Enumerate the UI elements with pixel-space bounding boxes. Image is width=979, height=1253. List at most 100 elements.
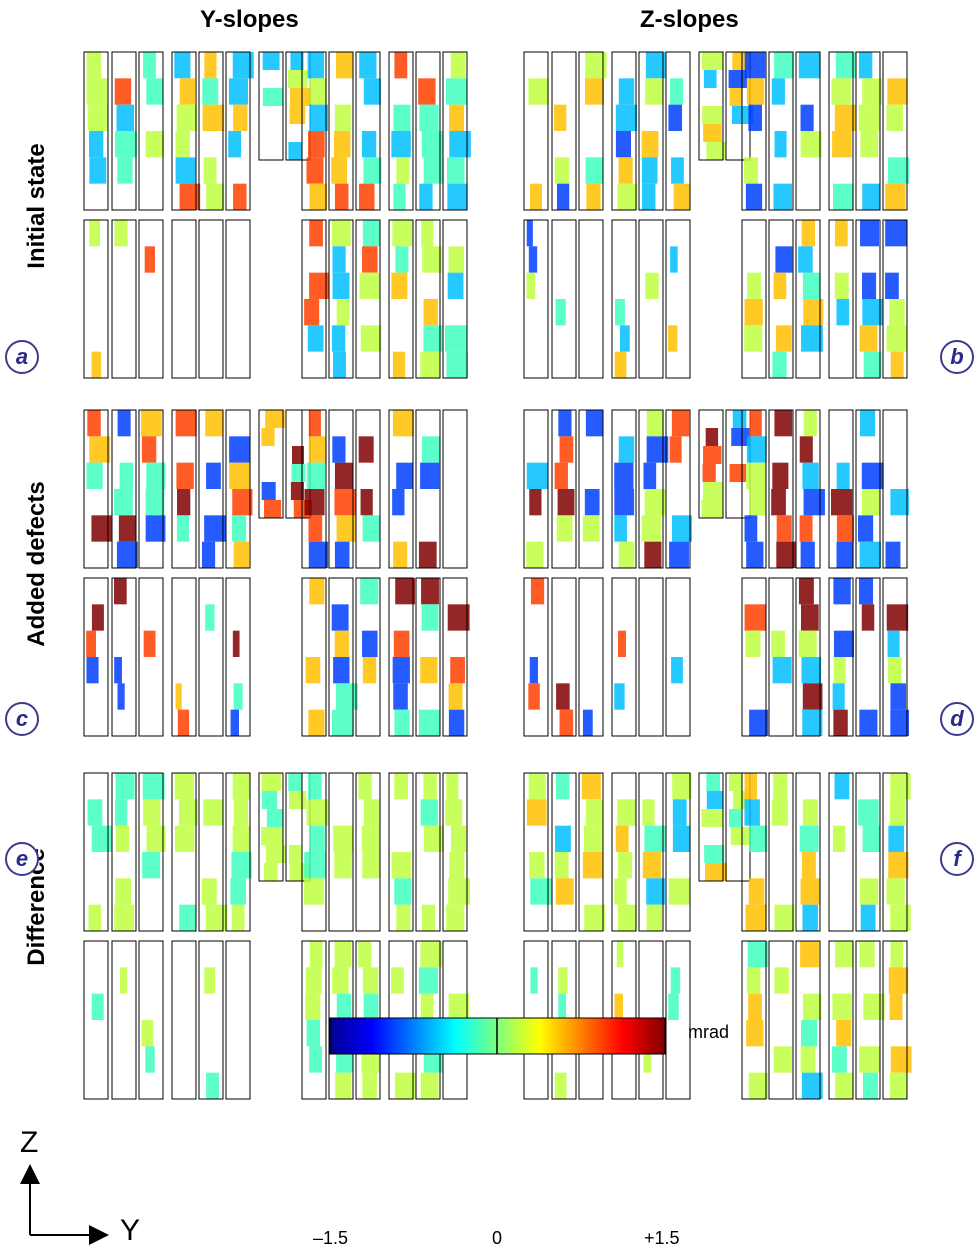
slope-patch (393, 541, 408, 568)
slope-patch (860, 131, 879, 158)
slope-patch (616, 941, 624, 968)
slope-patch (801, 852, 816, 879)
slope-patch (86, 78, 108, 105)
slope-patch (890, 904, 911, 931)
slope-patch (423, 299, 438, 326)
slope-patch (421, 578, 439, 605)
slope-patch (746, 541, 764, 568)
detector-strip (111, 219, 137, 379)
slope-patch (644, 489, 666, 516)
slope-patch (885, 183, 906, 210)
slope-patch (748, 1072, 768, 1099)
slope-patch (262, 52, 280, 70)
detector-strip (138, 772, 164, 932)
slope-patch (391, 272, 408, 299)
slope-patch (447, 157, 465, 184)
slope-patch (833, 657, 846, 684)
slope-patch (448, 878, 471, 905)
slope-patch (832, 131, 852, 158)
detector-strip (225, 772, 251, 932)
slope-patch (87, 104, 108, 131)
slope-patch (206, 183, 225, 210)
slope-patch (771, 799, 788, 826)
slope-patch (744, 604, 767, 631)
detector-strip (855, 219, 881, 379)
detector-strip (828, 940, 854, 1100)
slope-patch (672, 825, 691, 852)
slope-patch (672, 773, 692, 800)
slope-patch (332, 246, 346, 273)
slope-patch (395, 246, 409, 273)
slope-patch (307, 325, 324, 352)
slope-patch (748, 878, 765, 905)
colorbar-max-label: +1.5 (644, 1228, 680, 1248)
slope-patch (206, 1072, 219, 1099)
slope-patch (614, 515, 627, 542)
detector-strip (523, 51, 549, 211)
slope-patch (304, 878, 324, 905)
slope-patch (643, 1046, 652, 1073)
slope-patch (555, 878, 574, 905)
detector-strip (828, 772, 854, 932)
slope-patch (888, 967, 909, 994)
detector-strip (301, 772, 327, 932)
detector-strip (795, 772, 821, 932)
slope-patch (420, 1072, 439, 1099)
detector-strip (328, 219, 354, 379)
slope-patch (744, 515, 758, 542)
slope-patch (115, 825, 130, 852)
slope-patch (233, 104, 248, 131)
detector-strip (225, 219, 251, 379)
slope-patch (307, 52, 324, 79)
detector-strip (225, 409, 251, 569)
slope-patch (802, 993, 822, 1020)
detector-strip (225, 577, 251, 737)
detector-strip (415, 409, 441, 569)
slope-patch (733, 791, 748, 809)
slope-patch (798, 578, 814, 605)
detector-strip (578, 577, 604, 737)
detector-strip (388, 219, 414, 379)
slope-patch (746, 436, 767, 463)
slope-patch (449, 852, 465, 879)
slope-patch (449, 104, 465, 131)
slope-maps (83, 51, 912, 1100)
slope-patch (141, 410, 162, 437)
slope-patch (362, 967, 379, 994)
slope-patch (141, 436, 157, 463)
slope-patch (447, 604, 470, 631)
slope-patch (422, 246, 442, 273)
panel-label-e: e (5, 842, 39, 876)
slope-patch (359, 183, 375, 210)
slope-patch (801, 325, 823, 352)
detector-strip (768, 772, 794, 932)
slope-patch (265, 410, 285, 428)
detector-strip (882, 940, 908, 1100)
slope-patch (420, 799, 438, 826)
slope-patch (888, 852, 909, 879)
slope-patch (263, 500, 282, 518)
slope-patch (890, 709, 909, 736)
slope-patch (331, 709, 354, 736)
slope-patch (886, 878, 905, 905)
detector-strip (171, 219, 197, 379)
detector-strip (355, 51, 381, 211)
slope-patch (231, 904, 245, 931)
slope-patch (202, 78, 219, 105)
slope-patch (773, 183, 792, 210)
detector-strip (768, 51, 794, 211)
slope-patch (176, 104, 198, 131)
slope-patch (701, 500, 723, 518)
slope-patch (117, 157, 133, 184)
slope-patch (363, 157, 382, 184)
slope-patch (309, 78, 327, 105)
slope-patch (335, 683, 358, 710)
slope-patch (614, 489, 635, 516)
slope-patch (644, 825, 666, 852)
slope-patch (890, 1046, 912, 1073)
slope-patch (394, 1072, 417, 1099)
slope-patch (617, 630, 626, 657)
detector-strip (795, 219, 821, 379)
slope-patch (309, 183, 327, 210)
detector-strip (828, 577, 854, 737)
